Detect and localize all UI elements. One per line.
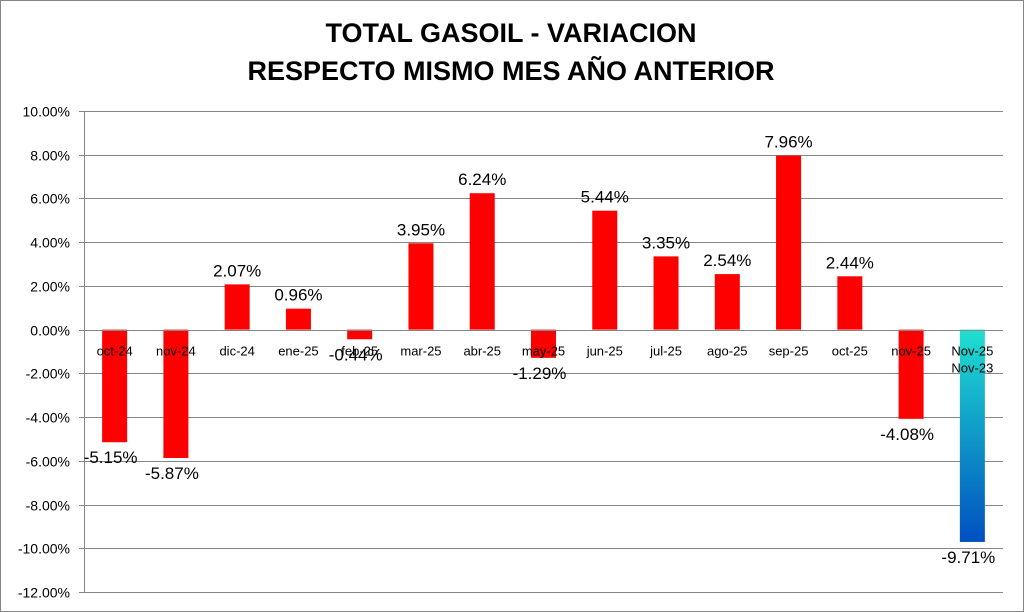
y-tick-label: 0.00%: [30, 323, 70, 339]
data-label: 2.54%: [703, 251, 751, 270]
data-label: 6.24%: [458, 170, 506, 189]
bar: [285, 308, 311, 330]
x-tick-label: dic-24: [219, 344, 254, 359]
labels: oct-24 -5.15% nov-24 -5.87% dic-24 2.07% ene-2…: [84, 133, 1003, 567]
y-tick-label: 8.00%: [30, 148, 70, 164]
bar: [959, 329, 985, 542]
data-label: 3.35%: [642, 233, 690, 252]
data-label: -9.71%: [941, 548, 995, 567]
bar: [776, 155, 802, 330]
data-label: -5.15%: [84, 448, 138, 467]
x-tick-label: Nov-25: [951, 344, 993, 359]
bar: [347, 329, 373, 340]
x-tick-label: jun-25: [586, 344, 623, 359]
chart-title-line-2: RESPECTO MISMO MES AÑO ANTERIOR: [247, 56, 775, 86]
y-tick-label: 10.00%: [23, 104, 70, 120]
data-label: 2.07%: [213, 261, 261, 280]
y-tick-label: -6.00%: [26, 454, 70, 470]
x-tick-label: oct-25: [832, 344, 868, 359]
bar: [653, 256, 679, 330]
x-tick-label: mar-25: [400, 344, 441, 359]
bar: [163, 329, 189, 458]
data-label: -1.29%: [513, 364, 567, 383]
data-label: 0.96%: [274, 286, 322, 305]
data-label: 2.44%: [826, 253, 874, 272]
bar: [102, 329, 128, 443]
y-tick-label: 6.00%: [30, 191, 70, 207]
x-tick-label: nov-25: [891, 344, 931, 359]
chart-title: TOTAL GASOIL - VARIACION RESPECTO MISMO …: [0, 14, 1022, 90]
bar: [224, 284, 250, 330]
data-label: -4.08%: [880, 425, 934, 444]
x-tick-label: oct-24: [97, 344, 133, 359]
x-tick-label: jul-25: [649, 344, 682, 359]
x-tick-label: may-25: [522, 344, 565, 359]
bars: [102, 155, 985, 542]
x-tick-label: sep-25: [769, 344, 809, 359]
x-tick-label: ago-25: [707, 344, 747, 359]
y-tick-label: -8.00%: [26, 498, 70, 514]
bar: [837, 276, 863, 330]
axes: 10.00% 8.00% 6.00% 4.00% 2.00% 0.00% -2.00% -4.…: [18, 104, 85, 601]
y-tick-label: -2.00%: [26, 366, 70, 382]
x-tick-label: nov-24: [156, 344, 196, 359]
bar: [408, 243, 434, 330]
data-label: -5.87%: [145, 464, 199, 483]
bar: [592, 210, 618, 330]
bar: [531, 329, 556, 358]
bar: [714, 274, 740, 330]
y-tick-label: -10.00%: [18, 541, 70, 557]
y-tick-label: 4.00%: [30, 235, 70, 251]
data-label: 7.96%: [764, 133, 812, 152]
gridlines: [84, 111, 1003, 593]
data-label: 3.95%: [397, 220, 445, 239]
x-tick-label: Nov-23: [951, 361, 993, 376]
x-tick-label: feb-25: [341, 344, 378, 359]
data-label: 5.44%: [581, 188, 629, 207]
x-tick-label: abr-25: [463, 344, 501, 359]
chart-title-line-1: TOTAL GASOIL - VARIACION: [325, 18, 697, 48]
y-tick-label: 2.00%: [30, 279, 70, 295]
x-tick-label: ene-25: [278, 344, 318, 359]
bar: [898, 329, 924, 419]
data-label: -0.44%: [329, 345, 383, 364]
y-tick-label: -4.00%: [26, 410, 70, 426]
bar: [469, 193, 495, 330]
y-tick-label: -12.00%: [18, 585, 70, 601]
